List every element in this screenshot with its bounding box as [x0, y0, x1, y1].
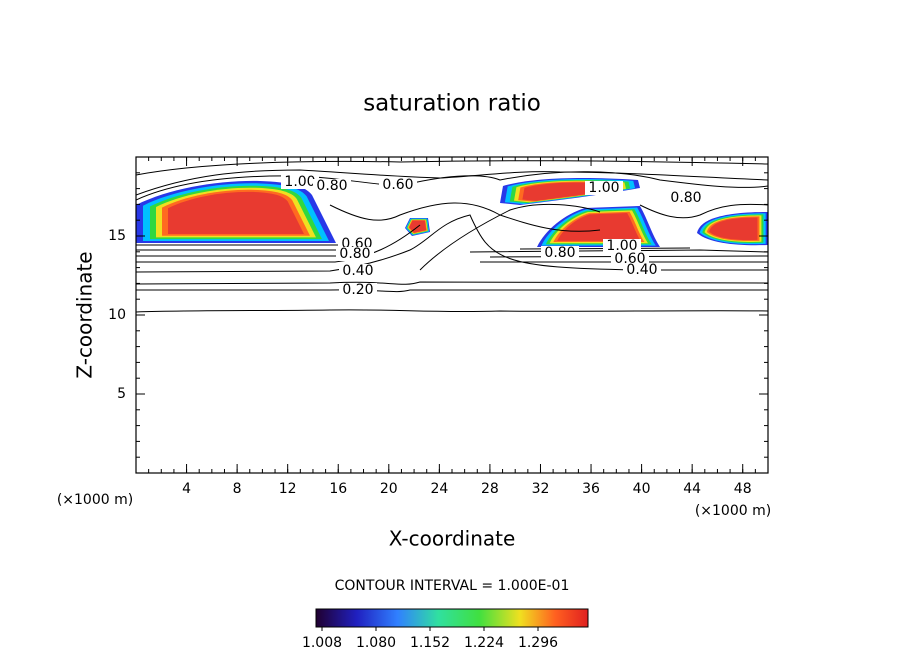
x-tick-label: 20: [380, 481, 398, 497]
colorbar-tick-label: 1.080: [356, 635, 396, 651]
colorbar-tick-label: 1.296: [518, 635, 558, 651]
contour-line: [419, 203, 601, 271]
contour-label-bg: [603, 239, 641, 253]
colorbar-tick-label: 1.008: [302, 635, 342, 651]
y-tick-label: 15: [108, 228, 126, 244]
x-tick-label: 40: [633, 481, 651, 497]
x-unit: (×1000 m): [695, 503, 771, 519]
x-tick-label: 4: [182, 481, 191, 497]
y-axis-label: Z-coordinate: [73, 251, 97, 378]
contour-label: 0.80: [670, 190, 701, 206]
field: 1.00 0.80 0.600.600.800.400.200.80 1.000.60…: [136, 160, 768, 313]
contour-label-bg: [623, 263, 661, 277]
contour-line: [136, 281, 768, 285]
contour-line: [136, 160, 768, 176]
field-region: [168, 191, 304, 235]
contour-label: 0.80: [316, 178, 347, 194]
contour-label: 0.80: [339, 246, 370, 262]
x-tick-label: 36: [582, 481, 600, 497]
contour-line: [136, 169, 768, 196]
contour-label-bg: [667, 191, 705, 205]
contour-label: 0.60: [382, 177, 413, 193]
x-tick-label: 44: [683, 481, 701, 497]
contour-label-bg: [313, 179, 351, 193]
chart-title: saturation ratio: [363, 91, 541, 117]
contour-label-bg: [379, 178, 417, 192]
contour-interval: CONTOUR INTERVAL = 1.000E-01: [335, 578, 570, 594]
contour-label: 0.20: [342, 282, 373, 298]
contour-line: [136, 289, 768, 293]
contour-label: 1.00: [588, 180, 619, 196]
contour-label-bg: [541, 246, 579, 260]
contour-line: [136, 171, 768, 201]
x-tick-label: 48: [734, 481, 752, 497]
x-unit: (×1000 m): [57, 492, 133, 508]
contour-label: 0.80: [544, 245, 575, 261]
contour-label-bg: [585, 181, 623, 195]
y-tick-label: 5: [117, 386, 126, 402]
field-region: [557, 213, 641, 241]
contour-label-bg: [336, 247, 374, 261]
contour-label-bg: [611, 252, 649, 266]
contour-label-bg: [339, 283, 377, 297]
contour-line: [136, 309, 768, 313]
contour-label-bg: [281, 175, 319, 189]
x-tick-label: 24: [430, 481, 448, 497]
contour-label: 0.40: [626, 262, 657, 278]
x-axis-label: X-coordinate: [389, 527, 516, 551]
y-tick-label: 10: [108, 307, 126, 323]
contour-label-bg: [339, 264, 377, 278]
x-tick-label: 8: [233, 481, 242, 497]
colorbar: [315, 608, 589, 628]
x-tick-label: 28: [481, 481, 499, 497]
contour-line: [329, 202, 601, 232]
x-tick-label: 32: [532, 481, 550, 497]
x-tick-label: 16: [329, 481, 347, 497]
contour-line: [639, 203, 768, 219]
contour-label: 1.00: [606, 238, 637, 254]
contour-label: 0.40: [342, 263, 373, 279]
colorbar-tick-label: 1.152: [410, 635, 450, 651]
colorbar-tick-label: 1.224: [464, 635, 504, 651]
contour-line: [136, 214, 768, 273]
field-region: [709, 217, 758, 241]
x-tick-label: 12: [279, 481, 297, 497]
contour-line: [136, 249, 768, 253]
contour-label: 1.00: [284, 174, 315, 190]
